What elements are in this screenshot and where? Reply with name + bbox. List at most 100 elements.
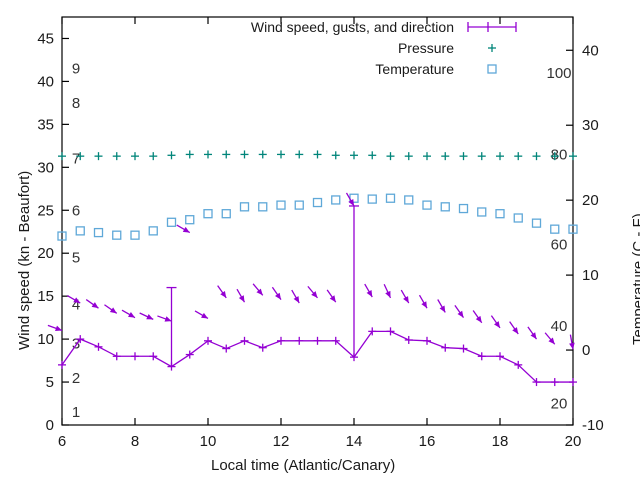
temperature-point bbox=[75, 226, 85, 236]
y-tick-label: 5 bbox=[46, 374, 54, 391]
temperature-point bbox=[385, 193, 396, 203]
temperature-point bbox=[331, 195, 341, 205]
beaufort-scale-label: 5 bbox=[72, 250, 80, 267]
x-tick-label: 18 bbox=[492, 433, 509, 450]
x-tick-label: 16 bbox=[419, 433, 436, 450]
x-tick-label: 8 bbox=[131, 433, 139, 450]
legend-item-2[interactable]: Temperature bbox=[230, 58, 520, 79]
y-tick-label: 45 bbox=[37, 30, 54, 47]
fahrenheit-scale-label: 20 bbox=[551, 396, 568, 413]
y-tick-label: 35 bbox=[37, 116, 54, 133]
wind-direction-arrowhead bbox=[256, 288, 263, 296]
y2-tick-label: 30 bbox=[582, 117, 599, 134]
y-tick-label: 0 bbox=[46, 417, 54, 434]
legend-marker-line-plus bbox=[467, 21, 517, 32]
wind-direction-arrowhead bbox=[146, 314, 154, 320]
beaufort-scale-label: 7 bbox=[72, 151, 80, 168]
legend-item-0[interactable]: Wind speed, gusts, and direction bbox=[230, 16, 520, 37]
wind-direction-arrowhead bbox=[274, 292, 281, 300]
fahrenheit-scale-label: 80 bbox=[551, 146, 568, 163]
temperature-point bbox=[294, 200, 304, 210]
wind-direction-arrowhead bbox=[293, 296, 300, 304]
y2-tick-label: -10 bbox=[582, 417, 604, 434]
y2-tick-label: 20 bbox=[582, 192, 599, 209]
beaufort-scale-label: 6 bbox=[72, 202, 80, 219]
wind-direction-arrowhead bbox=[182, 226, 190, 233]
wind-direction-arrowhead bbox=[439, 305, 446, 313]
wind-direction-arrowhead bbox=[493, 321, 500, 328]
wind-direction-arrowhead bbox=[348, 199, 354, 206]
wind-direction-arrowhead bbox=[128, 311, 135, 318]
temperature-point bbox=[185, 215, 195, 225]
y-tick-label: 15 bbox=[37, 288, 54, 305]
temperature-point bbox=[422, 200, 432, 210]
temperature-point bbox=[166, 217, 177, 227]
temperature-point bbox=[93, 227, 104, 238]
wind-direction-arrowhead bbox=[91, 302, 99, 309]
beaufort-scale-label: 2 bbox=[72, 370, 80, 387]
temperature-point bbox=[221, 209, 231, 219]
wind-direction-arrowhead bbox=[311, 291, 318, 298]
fahrenheit-scale-label: 100 bbox=[546, 65, 571, 82]
y2-tick-label: 40 bbox=[582, 42, 599, 59]
temperature-point bbox=[531, 218, 542, 228]
wind-direction-arrowhead bbox=[55, 325, 62, 332]
wind-direction-arrowhead bbox=[366, 290, 373, 298]
wind-direction-arrowhead bbox=[238, 295, 245, 303]
temperature-point bbox=[203, 209, 213, 219]
beaufort-scale-label: 3 bbox=[72, 335, 80, 352]
beaufort-scale-label: 4 bbox=[72, 297, 80, 314]
y-tick-label: 25 bbox=[37, 202, 54, 219]
temperature-point bbox=[112, 230, 122, 240]
temperature-point bbox=[130, 230, 140, 240]
y-tick-label: 10 bbox=[37, 331, 54, 348]
temperature-point bbox=[57, 231, 67, 241]
chart-legend: Wind speed, gusts, and direction Pressure… bbox=[230, 16, 520, 79]
temperature-point bbox=[513, 213, 523, 223]
x-tick-label: 12 bbox=[273, 433, 290, 450]
legend-label: Pressure bbox=[397, 39, 454, 56]
temperature-point bbox=[440, 202, 450, 212]
legend-label: Temperature bbox=[375, 60, 454, 77]
y-tick-label: 30 bbox=[37, 159, 54, 176]
wind-direction-arrowhead bbox=[73, 297, 81, 304]
y-tick-label: 20 bbox=[37, 245, 54, 262]
wind-direction-arrowhead bbox=[457, 310, 464, 318]
x-tick-label: 6 bbox=[58, 433, 66, 450]
wind-direction-arrowhead bbox=[475, 315, 482, 323]
wind-direction-arrowhead bbox=[329, 295, 336, 303]
temperature-point bbox=[404, 195, 414, 205]
temperature-point bbox=[568, 224, 578, 234]
wind-direction-arrowhead bbox=[164, 316, 172, 322]
beaufort-scale-label: 9 bbox=[72, 61, 80, 78]
beaufort-scale-label: 1 bbox=[72, 404, 80, 421]
wind-direction-arrowhead bbox=[530, 332, 537, 340]
temperature-point bbox=[367, 194, 377, 204]
wind-direction-arrowhead bbox=[421, 301, 427, 309]
x-tick-label: 14 bbox=[346, 433, 363, 450]
wind-direction-arrowhead bbox=[385, 290, 391, 298]
temperature-point bbox=[458, 203, 469, 214]
legend-item-1[interactable]: Pressure bbox=[230, 37, 520, 58]
temperature-point bbox=[495, 209, 505, 219]
temperature-point bbox=[550, 224, 560, 234]
x-tick-label: 20 bbox=[565, 433, 582, 450]
temperature-point bbox=[312, 197, 323, 208]
x-tick-label: 10 bbox=[200, 433, 217, 450]
wind-direction-arrowhead bbox=[220, 291, 227, 298]
fahrenheit-scale-label: 40 bbox=[551, 318, 568, 335]
wind-direction-arrowhead bbox=[109, 307, 117, 314]
temperature-point bbox=[477, 207, 487, 217]
beaufort-scale-label: 8 bbox=[72, 95, 80, 112]
temperature-point bbox=[258, 202, 268, 212]
wind-direction-arrowhead bbox=[569, 342, 575, 350]
temperature-point bbox=[276, 200, 286, 210]
fahrenheit-scale-label: 60 bbox=[551, 237, 568, 254]
wind-direction-arrowhead bbox=[548, 337, 555, 345]
temperature-point bbox=[148, 226, 158, 236]
legend-marker-open-square bbox=[487, 63, 497, 74]
wind-direction-arrowhead bbox=[403, 296, 409, 304]
y2-tick-label: 0 bbox=[582, 342, 590, 359]
